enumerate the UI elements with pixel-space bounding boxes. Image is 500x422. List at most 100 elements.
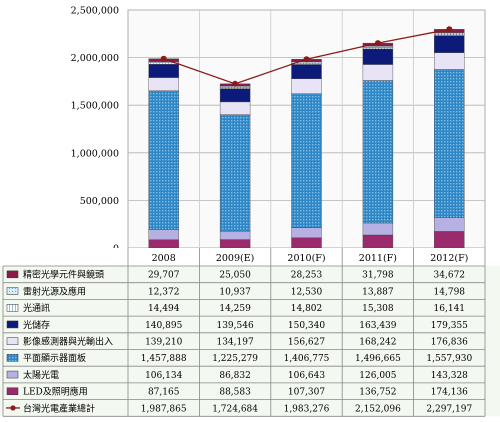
y-tick-label: 1,000,000 [71,148,119,159]
table-cell-value: 31,798 [362,271,394,281]
bar-segment [219,231,251,240]
table-cell-value: 2,152,096 [355,404,401,414]
x-tick-label: 2009(E) [216,253,255,264]
bar-segment [148,90,179,230]
bar-segment [434,33,465,36]
bar-segment [434,35,465,53]
table-cell-value: 163,439 [359,321,396,331]
x-tick-label: 2011(F) [359,253,397,264]
total-line-point [374,40,381,47]
bar-segment [291,78,322,94]
bar-segment [219,114,251,232]
bar-segment [362,48,394,65]
legend-swatch [6,387,19,395]
y-axis: 0500,0001,000,0001,500,0002,000,0002,500… [71,6,119,255]
legend-swatch [6,320,19,329]
bar-segment [434,52,465,70]
bar-segment [362,64,394,81]
total-line-point [232,80,239,87]
bar-segment [148,77,179,92]
table-cell-value: 1,457,888 [141,354,187,364]
table-cell-value: 139,210 [145,337,182,347]
bar-segment [362,80,394,224]
table-cell-value: 107,307 [288,388,325,398]
table-cell-value: 179,355 [431,321,468,331]
total-line-point [160,55,167,62]
bar-segment [219,87,251,89]
table-cell-value: 1,557,930 [426,354,472,364]
bar-segment [362,47,394,50]
bar-segment [219,239,251,249]
legend-label: LED及照明應用 [23,386,88,398]
table-cell-value: 87,165 [148,388,180,398]
total-line [160,26,453,87]
table-cell-value: 150,340 [288,321,325,331]
table-cell-value: 28,253 [291,271,323,281]
table-cell-value: 1,983,276 [284,404,330,414]
table-cell-value: 12,530 [291,287,323,297]
legend-swatch [6,354,19,362]
legend-swatch [6,370,19,379]
bar-segment [434,217,465,232]
table-cell-value: 12,372 [148,287,180,297]
table-cell-value: 29,707 [148,271,180,281]
bar-segment [148,229,179,240]
bar-segment [291,64,322,79]
y-tick-label: 1,500,000 [71,101,119,112]
total-line-point [446,26,453,33]
legend-label: 光儲存 [23,319,50,331]
table-cell-value: 1,987,865 [141,404,187,414]
bar-segment [291,227,322,238]
gridlines [128,9,485,248]
legend-swatch [6,270,19,279]
table-cell-value: 10,937 [219,287,251,297]
legend-swatch [6,287,19,295]
bar-segment [362,234,394,249]
table-cell-value: 136,752 [359,388,396,398]
table-cell-value: 126,005 [359,371,396,381]
bar-segment [434,69,465,218]
bar-segment [219,101,251,115]
table-body-bg [0,266,500,417]
legend-label: 精密光學元件與鏡頭 [23,269,104,281]
bar-segment [291,237,322,249]
legend-label: 平面顯示器面板 [23,352,86,364]
table-cell-value: 106,643 [288,371,325,381]
y-tick-label: 2,000,000 [71,53,119,64]
bar-segment [219,88,251,103]
bars [148,29,465,249]
bar-segment [434,231,465,249]
table-cell-value: 139,546 [216,321,253,331]
table-cell-value: 1,724,684 [212,404,258,414]
legend-label: 影像感測器與光輸出入 [23,335,113,347]
table-cell-value: 134,197 [216,337,253,347]
table-header-bg [0,248,500,266]
table-cell-value: 1,496,665 [355,354,401,364]
table-cell-value: 1,406,775 [284,354,330,364]
table-cell-value: 1,225,279 [212,354,258,364]
table-cell-value: 15,308 [362,304,394,314]
table-cell-value: 34,672 [434,271,466,281]
table-cell-value: 88,583 [219,388,251,398]
table-cell-value: 140,895 [145,321,182,331]
table-cell-value: 16,141 [434,304,466,314]
legend-label: 太陽光電 [23,369,59,381]
legend-label: 光通訊 [23,302,50,314]
legend-label: 雷射光源及應用 [23,285,86,297]
table-cell-value: 143,328 [431,371,468,381]
table-cell-value: 174,136 [431,388,468,398]
table-cell-value: 176,836 [431,337,468,347]
table-cell-value: 14,802 [291,304,323,314]
y-tick-label: 500,000 [80,196,119,207]
x-tick-label: 2010(F) [287,253,325,264]
table-cell-value: 14,494 [148,304,180,314]
legend-point-key [10,405,16,411]
table-cell-value: 86,832 [219,371,251,381]
bar-segment [362,222,394,236]
legend-swatch [6,304,19,312]
legend-label: 台灣光電產業總計 [23,402,95,414]
x-tick-label: 2008 [152,253,176,264]
table-cell-value: 25,050 [219,271,251,281]
data-table: 2008 2009(E) 2010(F) 2011(F) 2012(F) 精密光學元件與鏡… [0,248,500,417]
